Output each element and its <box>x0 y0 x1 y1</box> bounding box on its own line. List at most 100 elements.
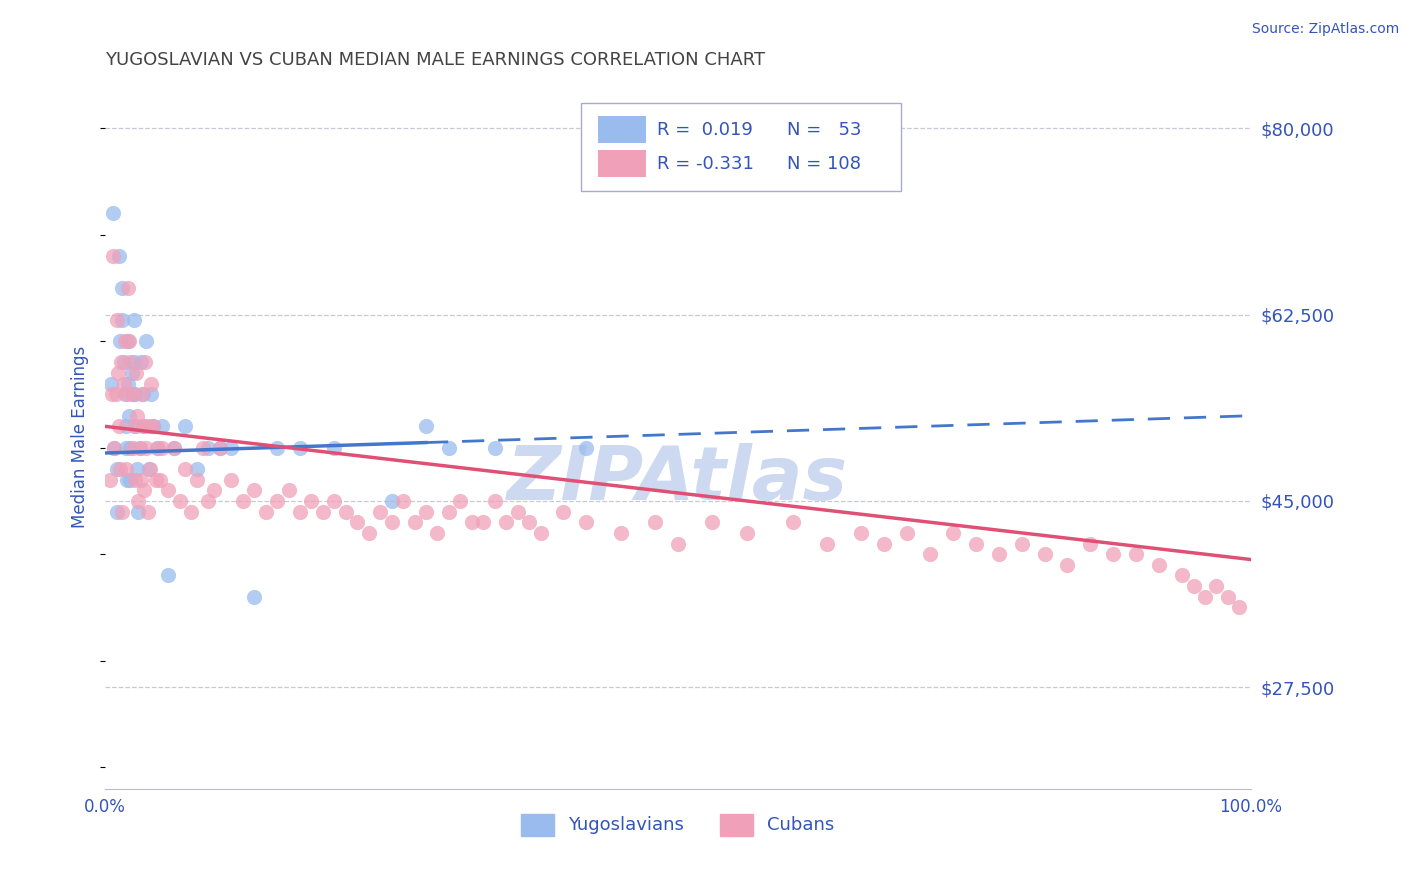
Point <box>381 515 404 529</box>
Point <box>644 515 666 529</box>
Point <box>100 376 122 391</box>
Point <box>191 441 214 455</box>
Point <box>896 525 918 540</box>
Point <box>122 355 145 369</box>
Point <box>186 473 208 487</box>
Point <box>142 419 165 434</box>
Point <box>145 473 167 487</box>
Point <box>127 409 149 423</box>
Point <box>104 387 127 401</box>
Point <box>1056 558 1078 572</box>
Point <box>114 462 136 476</box>
Point <box>208 441 231 455</box>
Point <box>127 505 149 519</box>
Point <box>472 515 495 529</box>
Point <box>1182 579 1205 593</box>
Point <box>232 494 254 508</box>
Point <box>782 515 804 529</box>
Text: YUGOSLAVIAN VS CUBAN MEDIAN MALE EARNINGS CORRELATION CHART: YUGOSLAVIAN VS CUBAN MEDIAN MALE EARNING… <box>105 51 765 69</box>
Point <box>108 334 131 348</box>
Point <box>208 441 231 455</box>
Point <box>129 355 152 369</box>
Text: R =  0.019: R = 0.019 <box>658 120 754 139</box>
Point <box>335 505 357 519</box>
Point <box>197 441 219 455</box>
Point <box>105 505 128 519</box>
Point <box>114 419 136 434</box>
Point <box>107 366 129 380</box>
Point <box>266 441 288 455</box>
Point <box>105 313 128 327</box>
Point <box>449 494 471 508</box>
Point <box>135 334 157 348</box>
Point <box>987 547 1010 561</box>
Point <box>163 441 186 455</box>
FancyBboxPatch shape <box>598 117 645 143</box>
Point <box>101 387 124 401</box>
Point <box>1171 568 1194 582</box>
Point <box>132 419 155 434</box>
Point <box>219 441 242 455</box>
Point <box>105 462 128 476</box>
Point <box>157 568 180 582</box>
Text: N = 108: N = 108 <box>787 154 860 172</box>
Point <box>299 494 322 508</box>
Point <box>108 419 131 434</box>
Point <box>121 366 143 380</box>
Point <box>484 494 506 508</box>
Legend: Yugoslavians, Cubans: Yugoslavians, Cubans <box>515 806 842 843</box>
Text: R = -0.331: R = -0.331 <box>658 154 754 172</box>
Point <box>134 419 156 434</box>
Point <box>111 313 134 327</box>
Point <box>529 525 551 540</box>
Point <box>392 494 415 508</box>
Point <box>145 441 167 455</box>
Point <box>1102 547 1125 561</box>
Point <box>108 249 131 263</box>
Point <box>163 441 186 455</box>
Point <box>114 387 136 401</box>
Point <box>111 281 134 295</box>
Point <box>415 505 437 519</box>
Point <box>149 473 172 487</box>
Point <box>111 505 134 519</box>
Point <box>103 206 125 220</box>
Point <box>180 505 202 519</box>
Point <box>134 483 156 498</box>
Point <box>112 355 135 369</box>
Point <box>125 419 148 434</box>
Point <box>243 590 266 604</box>
Point <box>120 355 142 369</box>
Point <box>127 462 149 476</box>
Point <box>121 387 143 401</box>
Point <box>1194 590 1216 604</box>
Point <box>1011 536 1033 550</box>
Point <box>139 376 162 391</box>
Point <box>120 473 142 487</box>
Point <box>112 376 135 391</box>
Point <box>169 494 191 508</box>
Point <box>129 473 152 487</box>
Point <box>609 525 631 540</box>
Point <box>965 536 987 550</box>
Point <box>266 494 288 508</box>
Point <box>128 441 150 455</box>
Point <box>1205 579 1227 593</box>
Point <box>254 505 277 519</box>
Point <box>575 441 598 455</box>
Point <box>346 515 368 529</box>
Point <box>117 334 139 348</box>
Point <box>115 387 138 401</box>
Point <box>437 505 460 519</box>
Point <box>134 355 156 369</box>
Point <box>117 281 139 295</box>
Point <box>735 525 758 540</box>
Point <box>942 525 965 540</box>
Point <box>124 473 146 487</box>
Point <box>174 419 197 434</box>
Point <box>1227 600 1250 615</box>
Point <box>122 419 145 434</box>
Point <box>128 441 150 455</box>
Point <box>118 409 141 423</box>
Point <box>368 505 391 519</box>
